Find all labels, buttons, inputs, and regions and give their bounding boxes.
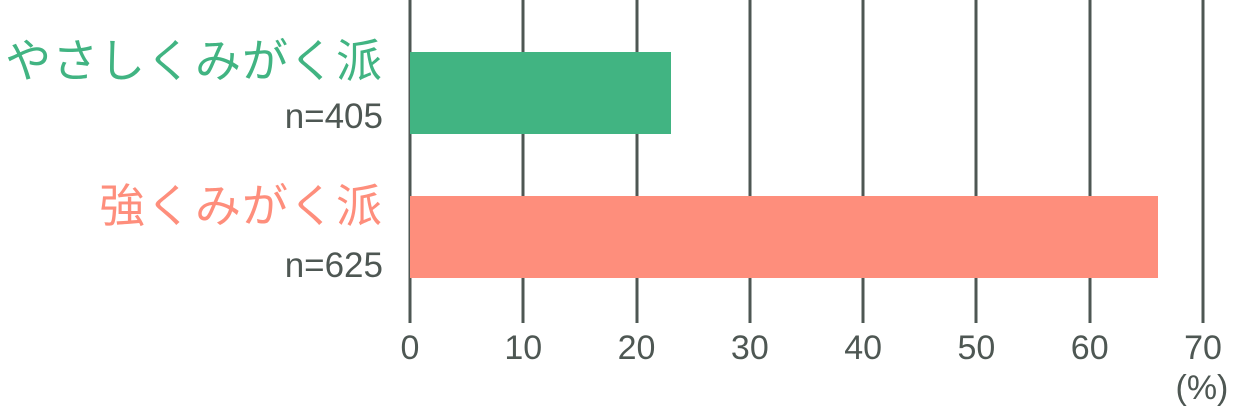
x-tick-10: 10 — [504, 329, 543, 367]
gridline-20 — [635, 0, 639, 323]
gridline-50 — [974, 0, 978, 323]
x-tick-0: 0 — [400, 329, 420, 367]
gridline-10 — [521, 0, 525, 323]
category-label-strong: 強くみがく派 — [99, 180, 383, 232]
category-label-column: やさしくみがく派 n=405 強くみがく派 n=625 — [0, 0, 383, 419]
bar-strong-brushing — [410, 196, 1158, 278]
x-tick-20: 20 — [617, 329, 656, 367]
gridline-40 — [861, 0, 865, 323]
x-tick-50: 50 — [957, 329, 996, 367]
x-axis-unit-label: (%) — [1175, 369, 1229, 407]
sample-size-strong: n=625 — [284, 246, 383, 285]
gridline-30 — [748, 0, 752, 323]
x-tick-60: 60 — [1070, 329, 1109, 367]
bar-gentle-brushing — [410, 52, 671, 134]
plot-area: 0 10 20 30 40 50 60 70 (%) — [401, 0, 1228, 419]
gridline-0 — [408, 0, 412, 323]
gridline-70 — [1201, 0, 1205, 323]
x-tick-40: 40 — [844, 329, 883, 367]
category-label-gentle: やさしくみがく派 — [5, 35, 383, 87]
gridline-60 — [1088, 0, 1092, 323]
x-tick-30: 30 — [730, 329, 769, 367]
sample-size-gentle: n=405 — [284, 97, 383, 136]
x-tick-70: 70 — [1184, 329, 1222, 367]
